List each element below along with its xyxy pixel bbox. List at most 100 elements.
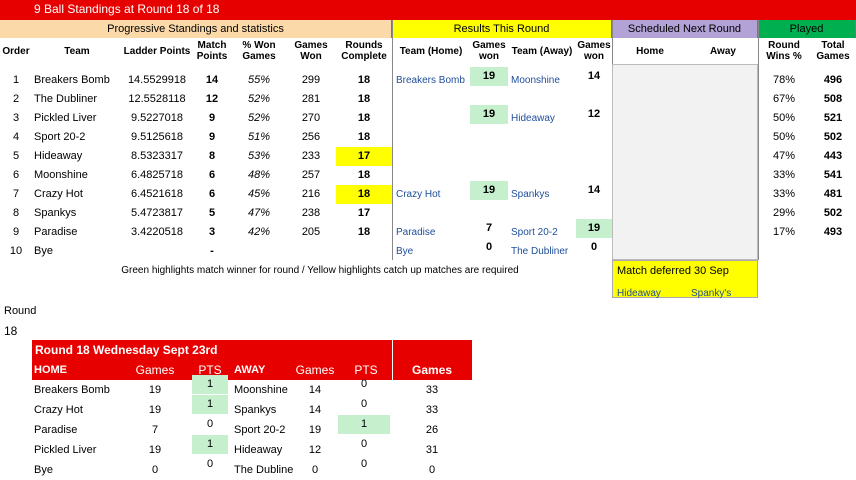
standings-total: 493	[823, 226, 843, 238]
round-table-title: Round 18 Wednesday Sept 23rd	[32, 340, 392, 360]
standings-ladder: 6.4825718	[131, 169, 183, 181]
standings-rounds: 17	[336, 147, 392, 166]
standings-round-wins: 47%	[772, 150, 796, 162]
col-sched-home: Home	[636, 45, 664, 57]
standings-ladder: 5.4723817	[131, 207, 183, 219]
rt-total: 31	[425, 444, 439, 456]
standings-order: 8	[12, 207, 20, 219]
rt-head-games: Games	[135, 363, 175, 377]
standings-team[interactable]: Spankys	[34, 207, 77, 219]
standings-round-wins: 50%	[772, 131, 796, 143]
rt-home-games: 19	[148, 404, 162, 416]
deferred-home: Hideaway	[617, 288, 661, 299]
rt-head-total: Games	[411, 363, 453, 377]
standings-total: 521	[823, 112, 843, 124]
standings-team[interactable]: Sport 20-2	[34, 131, 86, 143]
standings-ladder: 3.4220518	[131, 226, 183, 238]
standings-rounds	[336, 242, 392, 261]
result-away[interactable]: The Dubliner	[511, 246, 569, 257]
rt-away-games: 12	[308, 444, 322, 456]
standings-team[interactable]: The Dubliner	[34, 93, 97, 105]
standings-rounds: 18	[336, 185, 392, 204]
rt-away: Hideaway	[234, 444, 283, 456]
standings-ladder: 6.4521618	[131, 188, 183, 200]
standings-round-wins	[758, 242, 810, 261]
standings-team[interactable]: Crazy Hot	[34, 188, 83, 200]
rt-home-games: 19	[148, 384, 162, 396]
rt-away-pts: 0	[360, 438, 368, 450]
deferred-text: Match deferred 30 Sep	[617, 265, 729, 277]
scheduled-grid[interactable]	[612, 64, 758, 260]
result-home[interactable]: Crazy Hot	[396, 189, 441, 200]
rt-total: 33	[425, 384, 439, 396]
standings-team[interactable]: Bye	[34, 245, 53, 257]
standings-total: 502	[823, 207, 843, 219]
standings-pct: 45%	[247, 188, 271, 200]
rt-away-games: 14	[308, 404, 322, 416]
standings-ladder: 8.5323317	[131, 150, 183, 162]
standings-team[interactable]: Breakers Bomb	[34, 74, 110, 86]
section-scheduled: Scheduled Next Round	[612, 20, 758, 38]
col-sched-away: Away	[710, 45, 736, 57]
standings-pct: 42%	[247, 226, 271, 238]
col-order: Order	[2, 45, 30, 57]
col-team-home: Team (Home)	[399, 45, 463, 57]
standings-rounds: 18	[357, 74, 371, 86]
standings-pct: 51%	[247, 131, 271, 143]
deferred-box: Match deferred 30 Sep Hideaway Spanky's	[612, 260, 758, 299]
result-home[interactable]: Paradise	[396, 227, 436, 238]
col-rounds: Rounds Complete	[341, 40, 387, 62]
standings-won: 238	[301, 207, 321, 219]
result-away[interactable]: Sport 20-2	[511, 227, 558, 238]
rt-away: Sport 20-2	[234, 424, 286, 436]
result-away[interactable]: Spankys	[511, 189, 550, 200]
rt-away-pts: 1	[338, 415, 390, 434]
result-away[interactable]: Hideaway	[511, 113, 555, 124]
col-match: Match Points	[196, 40, 228, 62]
rt-away-games: 19	[308, 424, 322, 436]
result-away[interactable]: Moonshine	[511, 75, 560, 86]
standings-rounds: 18	[357, 131, 371, 143]
standings-pct	[232, 242, 286, 261]
col-won-pct: % Won Games	[242, 40, 276, 62]
standings-match: 9	[208, 131, 216, 143]
standings-match: 8	[208, 150, 216, 162]
standings-round-wins: 50%	[772, 112, 796, 124]
col-home-won: Games won	[472, 40, 506, 62]
standings-won	[286, 242, 336, 261]
result-home[interactable]: Bye	[396, 246, 414, 257]
legend-note: Green highlights match winner for round …	[121, 265, 519, 276]
standings-order: 5	[12, 150, 20, 162]
result-home-won: 0	[485, 241, 493, 253]
col-ladder: Ladder Points	[123, 45, 191, 57]
result-home-won: 19	[470, 105, 508, 124]
rt-head-away: AWAY	[234, 364, 266, 376]
standings-total	[810, 242, 856, 261]
standings-ladder: 9.5125618	[131, 131, 183, 143]
rt-home-pts: 1	[192, 375, 228, 394]
standings-team[interactable]: Moonshine	[34, 169, 88, 181]
result-home[interactable]	[396, 109, 470, 128]
standings-rounds: 17	[357, 207, 371, 219]
result-home-won: 19	[470, 181, 508, 200]
section-results: Results This Round	[392, 20, 612, 38]
round-value[interactable]: 18	[4, 324, 18, 338]
standings-won: 281	[301, 93, 321, 105]
rt-away: Moonshine	[234, 384, 288, 396]
standings-match: -	[210, 245, 214, 257]
result-home[interactable]: Breakers Bomb	[396, 75, 465, 86]
rt-home-pts: 1	[192, 435, 228, 454]
rt-home-games: 7	[151, 424, 159, 436]
standings-team[interactable]: Paradise	[34, 226, 78, 238]
standings-match: 6	[208, 169, 216, 181]
result-away-won: 14	[587, 70, 601, 82]
rt-home-games: 19	[148, 444, 162, 456]
standings-total: 481	[823, 188, 843, 200]
standings-pct: 52%	[247, 112, 271, 124]
result-away-won: 12	[587, 108, 601, 120]
standings-team[interactable]: Pickled Liver	[34, 112, 97, 124]
rt-away-games: 0	[311, 464, 319, 476]
standings-team[interactable]: Hideaway	[34, 150, 83, 162]
standings-match: 5	[208, 207, 216, 219]
standings-pct: 55%	[247, 74, 271, 86]
